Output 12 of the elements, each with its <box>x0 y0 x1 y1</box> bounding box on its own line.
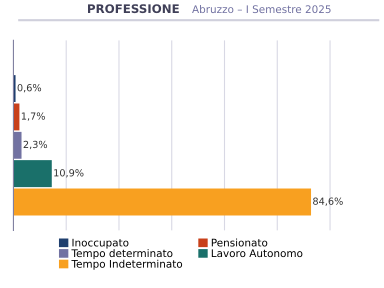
data-label: 1,7% <box>22 112 45 121</box>
legend-label: Tempo Indeterminato <box>71 260 182 270</box>
data-label: 2,3% <box>24 140 48 150</box>
data-label: 10,9% <box>54 169 84 178</box>
data-label: 84,6% <box>313 197 343 206</box>
chart-subtitle: Abruzzo – I Semestre 2025 <box>192 5 331 14</box>
legend-label: Pensionato <box>212 238 268 247</box>
legend-label: Tempo determinato <box>71 249 172 260</box>
data-label: 0,6% <box>18 84 42 92</box>
legend-label: Inoccupato <box>72 238 128 249</box>
chart-title: PROFESSIONE <box>88 4 179 14</box>
legend-label: Lavoro Autonomo <box>212 249 302 258</box>
